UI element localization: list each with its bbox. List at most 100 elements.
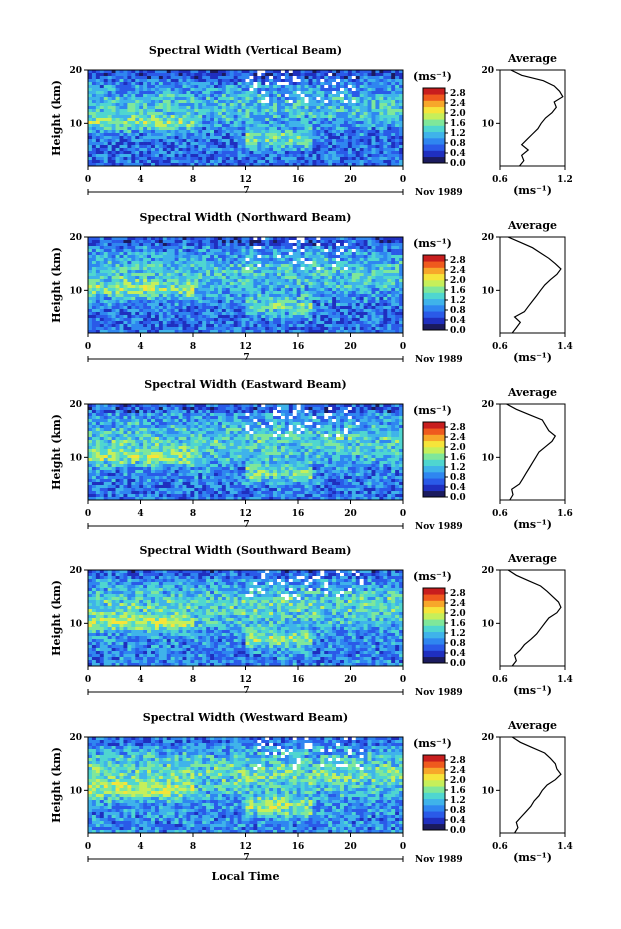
heatmap-cell <box>253 309 258 313</box>
heatmap-cell <box>253 151 258 155</box>
heatmap-cell <box>194 160 199 164</box>
heatmap-cell <box>194 279 199 283</box>
heatmap-cell <box>107 246 112 250</box>
heatmap-cell <box>178 306 183 310</box>
heatmap-cell <box>91 273 97 277</box>
heatmap-cell <box>111 163 116 167</box>
heatmap-cell <box>245 115 250 119</box>
heatmap-cell <box>186 267 191 271</box>
heatmap-cell <box>190 148 195 152</box>
heatmap-cell <box>347 154 353 158</box>
heatmap-cell <box>391 79 396 83</box>
heatmap-cell <box>131 103 136 107</box>
heatmap-cell <box>383 300 388 304</box>
heatmap-cell <box>296 288 301 292</box>
heatmap-cell <box>387 151 392 155</box>
heatmap-cell <box>312 258 317 262</box>
heatmap-cell <box>95 145 101 149</box>
heatmap-cell <box>119 115 124 119</box>
heatmap-cell <box>273 276 278 280</box>
heatmap-cell <box>391 112 396 116</box>
heatmap-cell <box>371 246 376 250</box>
heatmap-cell <box>115 88 120 92</box>
heatmap-cell <box>308 267 313 271</box>
heatmap-cell <box>383 136 388 140</box>
heatmap-cell <box>249 282 254 286</box>
heatmap-cell <box>332 145 337 149</box>
heatmap-cell <box>351 118 357 122</box>
heatmap-cell <box>371 97 376 101</box>
heatmap-cell <box>261 118 266 122</box>
heatmap-cell <box>127 321 132 325</box>
heatmap-cell <box>135 303 140 307</box>
heatmap-cell <box>147 273 152 277</box>
heatmap-cell <box>308 142 313 146</box>
heatmap-cell <box>139 246 144 250</box>
heatmap-cell <box>257 315 262 319</box>
heatmap-cell <box>206 258 211 262</box>
heatmap-cell <box>241 261 246 265</box>
heatmap-cell <box>265 130 270 134</box>
heatmap-cell <box>221 324 227 328</box>
heatmap-cell <box>131 237 136 241</box>
heatmap-cell <box>198 145 203 149</box>
heatmap-cell <box>324 85 329 89</box>
heatmap-cell <box>143 264 148 268</box>
heatmap-cell <box>273 261 278 265</box>
heatmap-cell <box>300 249 305 253</box>
heatmap-cell <box>308 103 313 107</box>
heatmap-cell <box>119 309 124 313</box>
heatmap-cell <box>379 70 384 74</box>
heatmap-cell <box>308 160 313 164</box>
heatmap-cell <box>277 91 282 95</box>
heatmap-cell <box>399 157 404 161</box>
heatmap-cell <box>387 103 392 107</box>
heatmap-cell <box>229 255 234 259</box>
heatmap-cell <box>367 291 372 295</box>
heatmap-cell <box>202 76 207 80</box>
heatmap-cell <box>375 148 380 152</box>
heatmap-cell <box>107 118 112 122</box>
heatmap-cell <box>371 139 376 143</box>
heatmap-cell <box>328 85 333 89</box>
heatmap-cell <box>304 121 309 125</box>
heatmap-cell <box>107 160 112 164</box>
heatmap-cell <box>351 100 357 104</box>
heatmap-cell <box>241 88 246 92</box>
heatmap-cell <box>206 255 211 259</box>
heatmap-cell <box>355 261 360 265</box>
heatmap-cell <box>343 303 349 307</box>
heatmap-cell <box>123 321 128 325</box>
heatmap-cell <box>343 163 349 167</box>
heatmap-cell <box>170 240 175 244</box>
heatmap-cell <box>296 76 301 80</box>
heatmap-cell <box>237 88 242 92</box>
heatmap-cell <box>182 115 187 119</box>
heatmap-cell <box>198 306 203 310</box>
heatmap-cell <box>170 73 175 77</box>
heatmap-cell <box>162 100 168 104</box>
heatmap-cell <box>347 145 353 149</box>
heatmap-cell <box>190 160 195 164</box>
heatmap-cell <box>119 276 124 280</box>
heatmap-cell <box>375 264 380 268</box>
heatmap-cell <box>343 88 349 92</box>
heatmap-cell <box>91 318 97 322</box>
heatmap-cell <box>135 267 140 271</box>
heatmap-cell <box>391 124 396 128</box>
heatmap-cell <box>300 115 305 119</box>
heatmap-cell <box>95 246 101 250</box>
heatmap-cell <box>103 255 108 259</box>
heatmap-cell <box>296 258 301 262</box>
heatmap-cell <box>103 136 108 140</box>
heatmap-cell <box>336 118 341 122</box>
heatmap-cell <box>296 82 301 86</box>
heatmap-cell <box>308 151 313 155</box>
heatmap-cell <box>308 124 313 128</box>
heatmap-cell <box>210 154 215 158</box>
heatmap-cell <box>332 270 337 274</box>
heatmap-cell <box>265 276 270 280</box>
heatmap-cell <box>328 315 333 319</box>
heatmap-cell <box>265 160 270 164</box>
heatmap-cell <box>233 264 238 268</box>
